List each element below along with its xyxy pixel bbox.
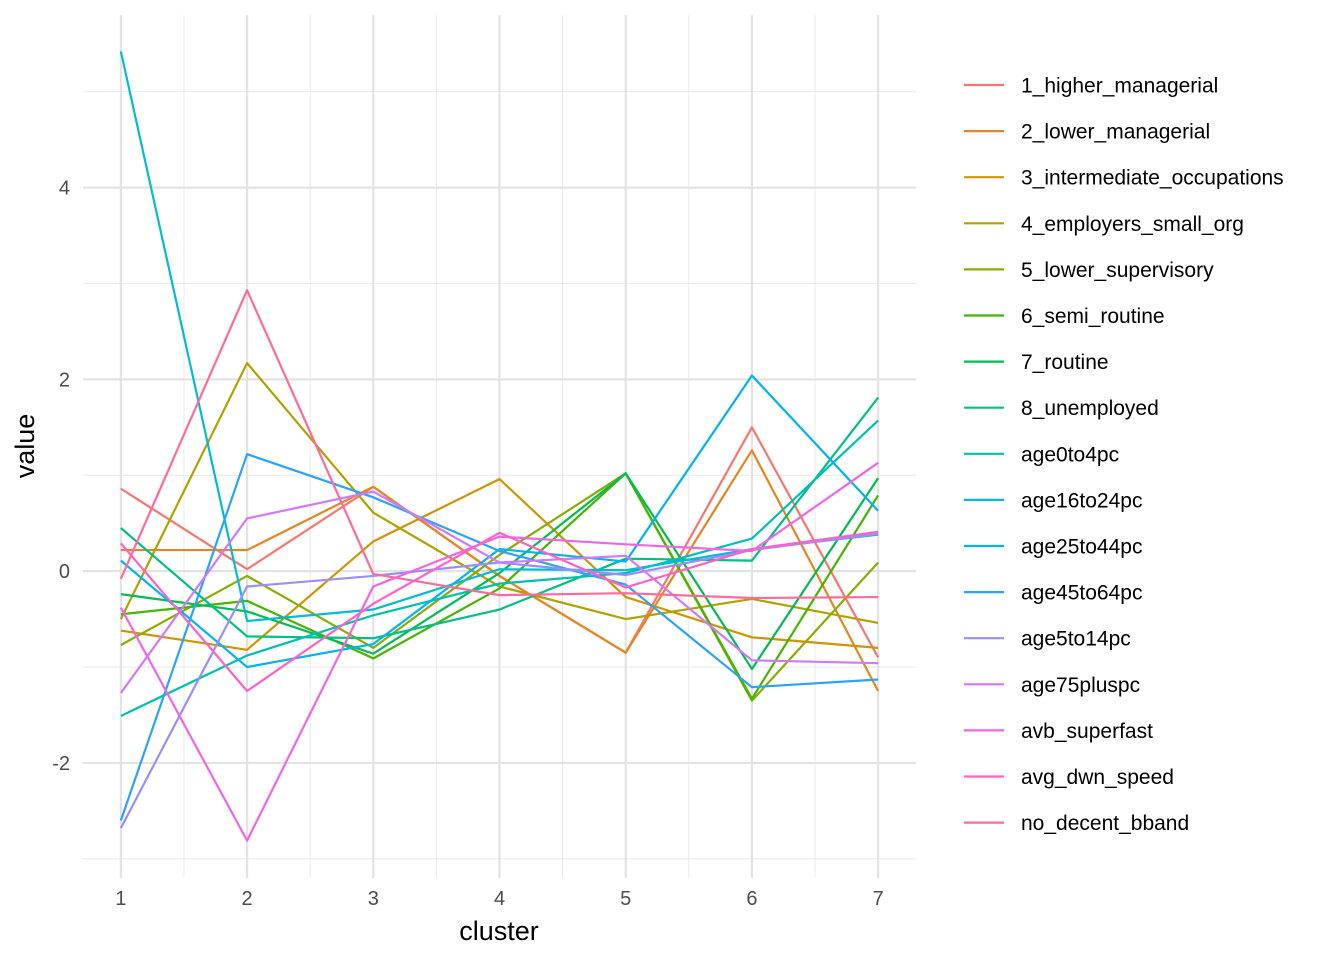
legend-label: 6_semi_routine	[1021, 305, 1165, 328]
legend-label: 3_intermediate_occupations	[1021, 167, 1284, 190]
legend: 1_higher_managerial 2_lower_managerial 3_i…	[964, 75, 1284, 835]
legend-item: 3_intermediate_occupations	[964, 167, 1284, 190]
series-line-age75pluspc	[119, 490, 879, 694]
legend-item: age16to24pc	[964, 489, 1142, 512]
y-tick-label: 4	[59, 178, 70, 200]
x-tick-label: 2	[242, 888, 253, 910]
legend-item: age0to4pc	[964, 443, 1119, 466]
series-line-avg_dwn_speed	[120, 530, 879, 693]
x-tick-label: 7	[873, 888, 884, 910]
legend-item: avb_superfast	[964, 720, 1153, 743]
legend-item: age25to44pc	[964, 536, 1142, 559]
legend-label: age0to4pc	[1021, 443, 1119, 466]
legend-label: age25to44pc	[1021, 536, 1142, 559]
x-axis-title: cluster	[459, 916, 539, 946]
series-line-age25to44pc	[120, 374, 879, 669]
legend-label: 8_unemployed	[1021, 397, 1159, 420]
legend-item: age75pluspc	[964, 674, 1140, 697]
legend-label: 5_lower_supervisory	[1021, 259, 1214, 282]
legend-item: 5_lower_supervisory	[964, 259, 1214, 282]
series-line-7_routine	[120, 472, 880, 671]
legend-label: avg_dwn_speed	[1021, 766, 1174, 789]
grid-major	[83, 15, 916, 878]
x-axis-tick-labels: 1 2 3 4 5 6 7	[115, 888, 883, 910]
legend-item: 2_lower_managerial	[964, 121, 1210, 144]
x-tick-label: 4	[494, 888, 505, 910]
series-line-no_decent_bband	[119, 289, 879, 600]
x-tick-label: 3	[368, 888, 379, 910]
series-lines	[119, 51, 880, 842]
series-line-2_lower_managerial	[120, 449, 880, 692]
y-axis-tick-labels: -2 0 2 4	[52, 178, 70, 775]
series-line-5_lower_supervisory	[120, 472, 879, 702]
x-tick-label: 6	[746, 888, 757, 910]
legend-item: age45to64pc	[964, 582, 1142, 605]
series-line-age45to64pc	[119, 453, 879, 821]
legend-item: 6_semi_routine	[964, 305, 1165, 328]
y-tick-label: -2	[52, 753, 70, 775]
series-line-8_unemployed	[120, 396, 880, 640]
legend-label: age16to24pc	[1021, 489, 1142, 512]
legend-label: age45to64pc	[1021, 582, 1142, 605]
y-tick-label: 0	[59, 561, 70, 583]
legend-item: age5to14pc	[964, 628, 1131, 651]
legend-label: 7_routine	[1021, 351, 1109, 374]
series-line-3_intermediate_occupations	[120, 478, 879, 651]
legend-label: 1_higher_managerial	[1021, 75, 1218, 98]
legend-item: 1_higher_managerial	[964, 75, 1218, 98]
legend-label: age5to14pc	[1021, 628, 1131, 651]
legend-item: avg_dwn_speed	[964, 766, 1174, 789]
x-tick-label: 5	[620, 888, 631, 910]
series-line-6_semi_routine	[120, 472, 880, 700]
series-line-age0to4pc	[120, 419, 879, 717]
legend-label: avb_superfast	[1021, 720, 1153, 743]
y-axis-title: value	[10, 414, 40, 479]
legend-label: no_decent_bband	[1021, 812, 1189, 835]
x-tick-label: 1	[115, 888, 126, 910]
legend-item: 4_employers_small_org	[964, 213, 1244, 236]
series-line-avb_superfast	[119, 461, 879, 842]
legend-item: no_decent_bband	[964, 812, 1189, 835]
legend-label: 4_employers_small_org	[1021, 213, 1244, 236]
legend-label: 2_lower_managerial	[1021, 121, 1210, 144]
y-tick-label: 2	[59, 369, 70, 391]
legend-item: 7_routine	[964, 351, 1109, 374]
legend-label: age75pluspc	[1021, 674, 1140, 697]
legend-item: 8_unemployed	[964, 397, 1159, 420]
